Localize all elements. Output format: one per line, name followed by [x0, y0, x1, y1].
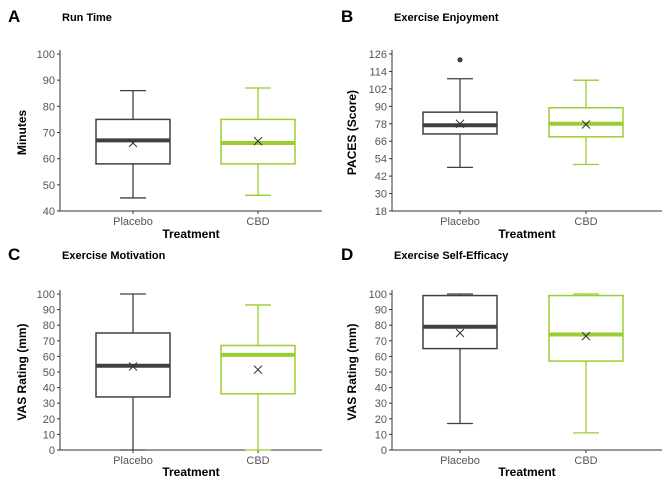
panel-b: B Exercise Enjoyment 18 30 42 54 66 78 90 102 114 1…: [341, 7, 662, 241]
box-cbd: [548, 79, 624, 166]
panel-title: Run Time: [62, 12, 112, 24]
y-tick-label: 114: [369, 66, 387, 78]
box-placebo: [95, 89, 171, 199]
iqr-box: [422, 294, 498, 350]
y-tick-label: 0: [49, 445, 55, 457]
y-tick-label: 10: [43, 429, 55, 441]
box-cbd: [548, 293, 624, 434]
y-tick-label: 70: [375, 336, 387, 348]
y-tick-label: 50: [43, 180, 55, 192]
y-tick-label: 30: [375, 189, 387, 201]
panel-letter: A: [8, 7, 20, 26]
x-axis-label: Treatment: [162, 465, 219, 479]
y-tick-label: 18: [375, 206, 387, 218]
mean-marker: [581, 331, 591, 341]
y-tick-label: 66: [375, 136, 387, 148]
mean-marker: [455, 119, 465, 129]
panel-letter: C: [8, 245, 20, 264]
y-tick-label: 40: [43, 206, 55, 218]
y-tick-label: 40: [375, 383, 387, 395]
y-axis-label: VAS Rating (mm): [15, 323, 29, 420]
outlier-point: [457, 57, 463, 63]
box-cbd: [220, 304, 296, 451]
x-tick-label: CBD: [246, 455, 269, 467]
box-cbd: [220, 87, 296, 196]
y-tick-label: 60: [43, 351, 55, 363]
y-tick-label: 80: [43, 320, 55, 332]
y-tick-label: 20: [43, 414, 55, 426]
y-tick-label: 42: [375, 171, 387, 183]
panel-title: Exercise Motivation: [62, 250, 166, 262]
x-tick-label: Placebo: [113, 455, 153, 467]
y-tick-label: 40: [43, 383, 55, 395]
mean-marker: [253, 365, 263, 375]
x-tick-label: Placebo: [440, 216, 480, 228]
y-tick-label: 90: [375, 305, 387, 317]
panel-a: A Run Time 40 50 60 70 80 90 100 Placebo CBD Treatm…: [8, 7, 322, 241]
x-axis-label: Treatment: [498, 227, 555, 241]
panel-d: D Exercise Self-Efficacy 0 10 20 30 40 50 60 70 80…: [341, 245, 662, 479]
y-tick-label: 126: [369, 49, 387, 61]
x-tick-label: CBD: [574, 216, 597, 228]
y-tick-label: 100: [37, 49, 55, 61]
panel-c: C Exercise Motivation 0 10 20 30 40 50 60 70 80 90 1…: [8, 245, 322, 479]
y-tick-label: 70: [43, 336, 55, 348]
x-tick-label: CBD: [574, 455, 597, 467]
y-tick-label: 80: [43, 101, 55, 113]
y-tick-label: 10: [375, 429, 387, 441]
y-tick-label: 60: [375, 351, 387, 363]
y-tick-label: 50: [375, 367, 387, 379]
y-tick-label: 100: [369, 289, 387, 301]
y-axis-label: Minutes: [15, 110, 29, 156]
iqr-box: [548, 294, 624, 362]
mean-marker: [455, 328, 465, 338]
y-tick-label: 90: [375, 101, 387, 113]
panel-title: Exercise Self-Efficacy: [394, 250, 509, 262]
x-axis-label: Treatment: [498, 465, 555, 479]
box-placebo: [95, 293, 171, 451]
y-tick-label: 50: [43, 367, 55, 379]
panel-letter: B: [341, 7, 353, 26]
x-tick-label: Placebo: [113, 216, 153, 228]
x-tick-label: CBD: [246, 216, 269, 228]
y-tick-label: 30: [43, 398, 55, 410]
box-placebo: [422, 293, 498, 425]
y-tick-label: 80: [375, 320, 387, 332]
y-tick-label: 90: [43, 75, 55, 87]
y-axis-label: VAS Rating (mm): [345, 323, 359, 420]
mean-marker: [253, 136, 263, 146]
y-tick-label: 20: [375, 414, 387, 426]
mean-marker: [128, 362, 138, 371]
mean-marker: [581, 120, 591, 129]
y-tick-label: 60: [43, 154, 55, 166]
x-tick-label: Placebo: [440, 455, 480, 467]
mean-marker: [128, 138, 138, 148]
panel-title: Exercise Enjoyment: [394, 12, 499, 24]
y-tick-label: 70: [43, 128, 55, 140]
y-axis-label: PACES (Score): [345, 90, 359, 175]
y-tick-label: 0: [381, 445, 387, 457]
x-axis-label: Treatment: [162, 227, 219, 241]
y-tick-label: 30: [375, 398, 387, 410]
iqr-box: [422, 111, 498, 135]
y-tick-label: 100: [37, 289, 55, 301]
y-tick-label: 102: [369, 84, 387, 96]
y-tick-label: 78: [375, 119, 387, 131]
panel-letter: D: [341, 245, 353, 264]
box-placebo: [422, 57, 498, 169]
y-tick-label: 54: [375, 154, 387, 166]
y-tick-label: 90: [43, 305, 55, 317]
